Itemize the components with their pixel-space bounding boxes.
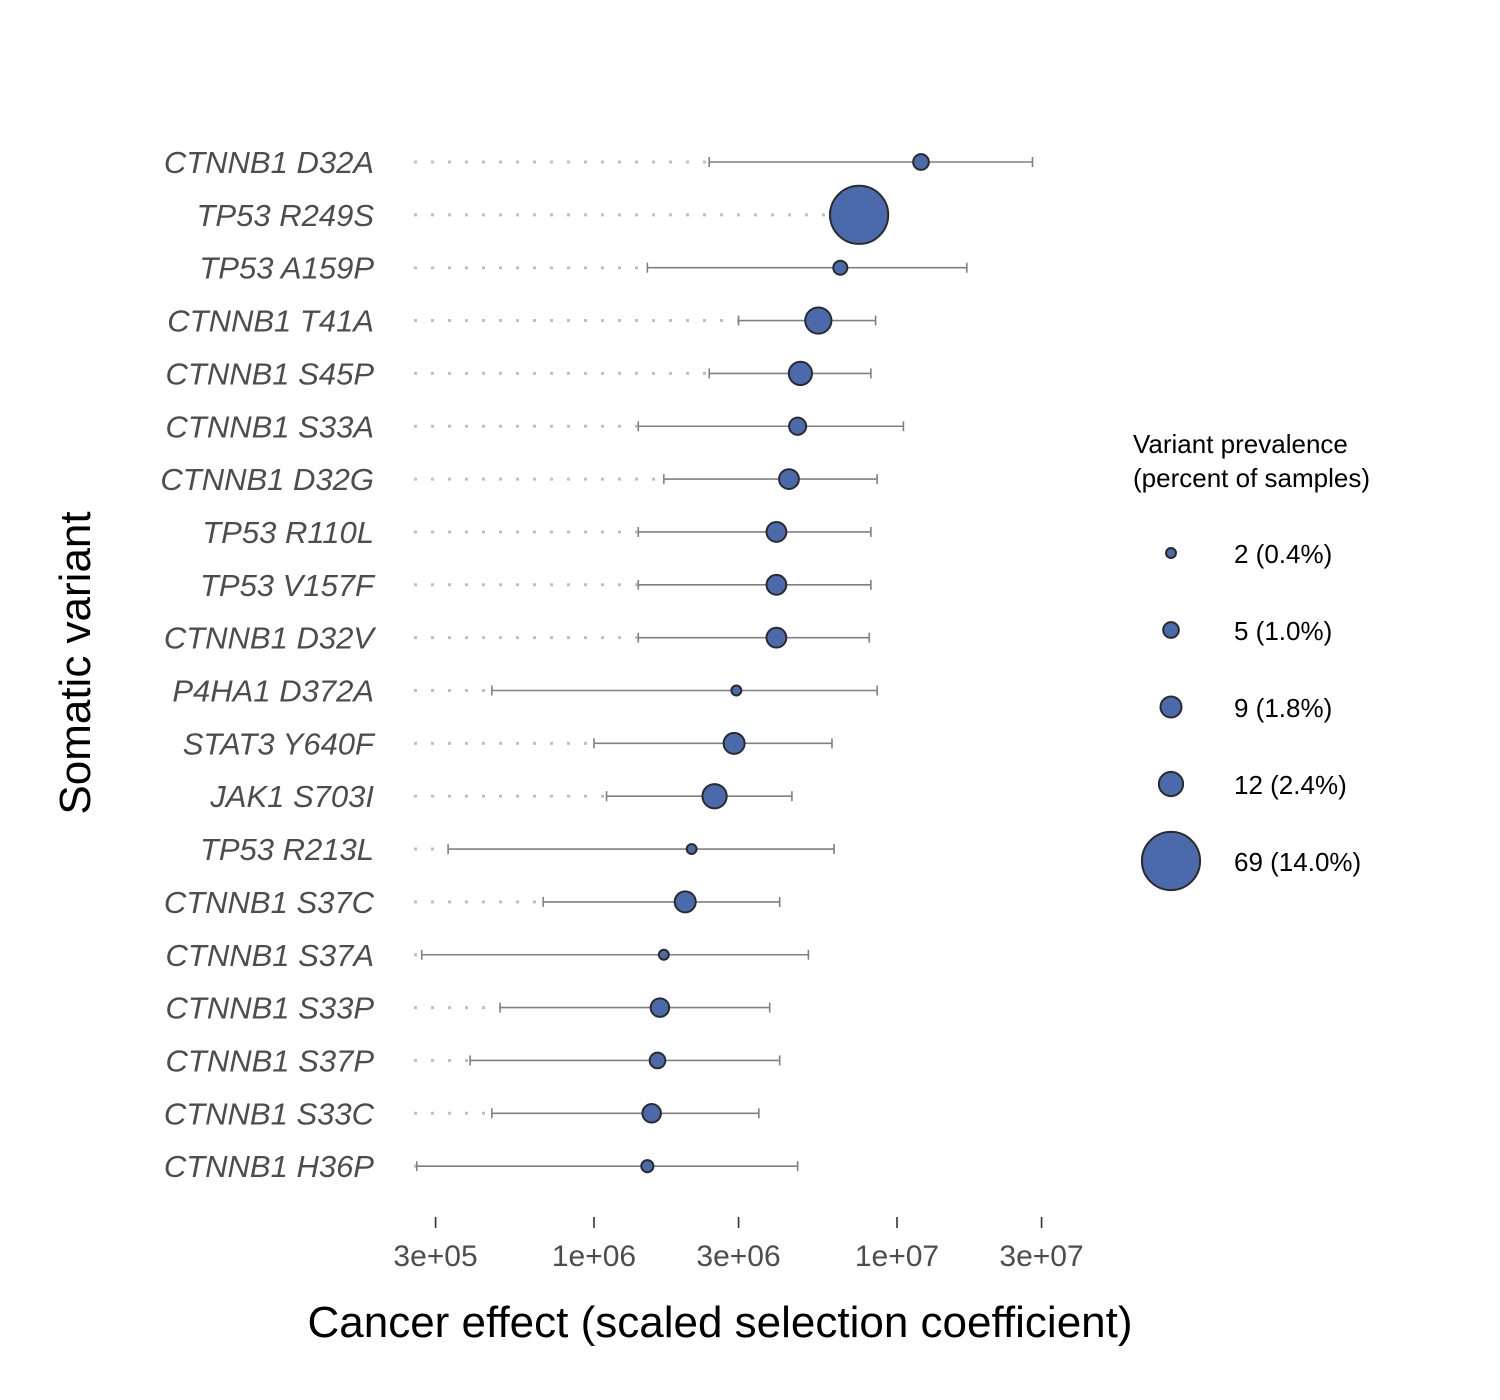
legend-title-line1: Variant prevalence [1133,429,1348,459]
legend-label-0: 2 (0.4%) [1234,539,1332,569]
variant-label-11: STAT3 Y640F [183,726,376,761]
variant-label-8: TP53 V157F [200,568,376,603]
variant-label-5: CTNNB1 S33A [166,409,374,444]
legend-title-line2: (percent of samples) [1133,463,1370,493]
legend: Variant prevalence (percent of samples) … [1133,429,1370,892]
data-point-6 [778,468,800,490]
data-point-19 [640,1159,655,1174]
x-tick-label-0: 3e+05 [393,1240,477,1273]
data-point-11 [722,731,746,755]
data-point-12 [701,783,728,810]
variant-label-1: TP53 R249S [197,198,375,233]
variant-label-6: CTNNB1 D32G [160,462,374,497]
data-point-15 [657,948,670,961]
x-axis-title: Cancer effect (scaled selection coeffici… [307,1298,1132,1347]
variant-label-10: P4HA1 D372A [172,674,374,709]
data-point-1 [829,184,890,245]
x-tick-label-3: 1e+07 [855,1240,939,1273]
data-point-5 [788,416,808,436]
legend-entries: 2 (0.4%) 5 (1.0%) 9 (1.8%) 12 (2.4%) 69 (14.… [1140,539,1361,892]
data-point-14 [673,890,697,914]
variant-label-4: CTNNB1 S45P [166,356,375,391]
variant-label-0: CTNNB1 D32A [164,145,374,180]
variant-label-17: CTNNB1 S37P [166,1043,375,1078]
dotted-lines-layer [414,160,830,1168]
data-point-3 [804,306,833,335]
legend-key-0 [1165,547,1177,559]
legend-key-1 [1162,621,1180,639]
data-point-9 [765,626,788,649]
data-point-10 [730,684,743,697]
data-point-2 [832,259,849,276]
variant-label-2: TP53 A159P [199,251,374,286]
variant-label-15: CTNNB1 S37A [166,938,374,973]
data-point-4 [787,360,814,387]
data-point-0 [912,153,930,171]
legend-label-2: 9 (1.8%) [1234,693,1332,723]
points-layer [640,153,930,1174]
x-tick-label-1: 1e+06 [552,1240,636,1273]
variant-label-14: CTNNB1 S37C [164,885,375,920]
variant-label-3: CTNNB1 T41A [167,304,374,339]
confidence-interval-layer [415,157,1034,1172]
data-point-8 [765,573,788,596]
variant-label-18: CTNNB1 S33C [164,1096,375,1131]
legend-label-4: 69 (14.0%) [1234,847,1361,877]
variant-label-12: JAK1 S703I [209,779,374,814]
variant-label-9: CTNNB1 D32V [164,621,377,656]
legend-key-4 [1140,830,1202,892]
x-tick-label-4: 3e+07 [999,1240,1083,1273]
data-point-17 [648,1051,667,1070]
variant-label-7: TP53 R110L [202,515,374,550]
variant-label-16: CTNNB1 S33P [166,991,375,1026]
data-point-16 [649,997,671,1018]
legend-key-3 [1157,770,1185,798]
variant-label-19: CTNNB1 H36P [164,1149,374,1184]
x-tick-label-2: 3e+06 [696,1240,780,1273]
legend-label-1: 5 (1.0%) [1234,616,1332,646]
variant-labels: CTNNB1 D32A TP53 R249S TP53 A159P CTNNB1 T4… [160,145,377,1184]
legend-label-3: 12 (2.4%) [1234,770,1347,800]
variant-label-13: TP53 R213L [200,832,374,867]
legend-key-2 [1159,695,1183,719]
data-point-13 [685,843,698,855]
data-point-18 [641,1103,662,1124]
data-point-7 [765,521,788,543]
y-axis-title: Somatic variant [51,511,100,814]
x-axis: 3e+05 1e+06 3e+06 1e+07 3e+07 [393,1217,1084,1273]
